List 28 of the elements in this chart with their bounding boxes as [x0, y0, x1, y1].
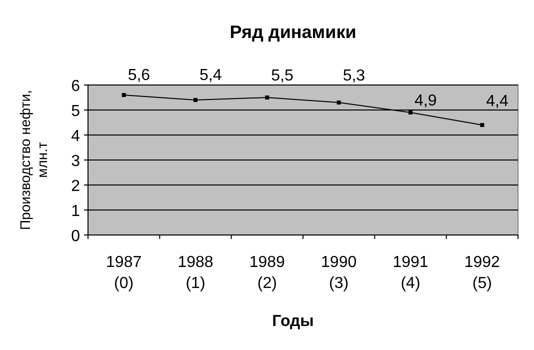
y-axis-title: Производство нефти, млн.т — [17, 90, 50, 230]
y-tick-label: 3 — [71, 153, 80, 170]
data-label: 4,4 — [486, 93, 509, 110]
y-tick-label: 5 — [71, 103, 80, 120]
y-tick-label: 1 — [71, 203, 80, 220]
point — [336, 100, 341, 104]
x-tick-label: 1987 (0) — [106, 254, 142, 292]
point — [265, 96, 270, 100]
y-tick-label: 6 — [71, 78, 80, 95]
point — [480, 123, 484, 127]
x-tick-label: 1989 (2) — [249, 254, 286, 292]
x-tick-label: 1992 (5) — [464, 254, 500, 292]
data-label: 5,3 — [342, 68, 366, 84]
x-tick-label: 1991 (4) — [392, 254, 428, 292]
point — [194, 98, 198, 102]
x-tick-label: 1988 (1) — [178, 254, 214, 292]
y-tick-label: 2 — [71, 178, 80, 195]
chart-title: Ряд динамики — [230, 22, 356, 42]
point — [408, 110, 412, 114]
y-tick-label: 4 — [71, 128, 80, 145]
data-label: 4,9 — [414, 92, 437, 110]
data-label: 5,6 — [128, 67, 150, 84]
x-tick-label: 1990 (3) — [321, 254, 357, 292]
y-tick-label: 0 — [71, 228, 80, 245]
x-axis-title: Годы — [272, 313, 314, 330]
point — [122, 93, 126, 97]
data-label: 5,5 — [271, 68, 294, 84]
data-label: 5,4 — [200, 67, 222, 84]
